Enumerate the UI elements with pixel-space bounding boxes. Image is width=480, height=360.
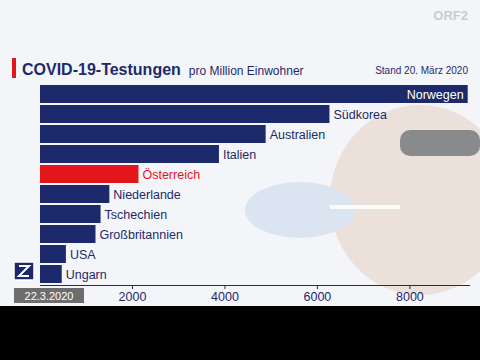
- x-tick-label: 4000: [211, 290, 239, 304]
- category-label: Tschechien: [105, 208, 168, 222]
- category-label: Österreich: [142, 168, 200, 182]
- date-stamp-box: [14, 288, 84, 303]
- category-label: Italien: [223, 148, 256, 162]
- bar: [40, 245, 66, 263]
- photo-face: [330, 105, 480, 295]
- x-tick-label: 2000: [119, 290, 147, 304]
- bar: [40, 125, 266, 143]
- category-label: USA: [70, 248, 96, 262]
- channel-logo: ORF2: [433, 8, 468, 23]
- title-accent: [12, 58, 16, 78]
- x-tick: [409, 285, 410, 289]
- bar: [40, 225, 95, 243]
- labels: Norwegen Südkorea Australien Italien Österre…: [66, 88, 464, 282]
- bars: [40, 85, 468, 283]
- bar: [40, 165, 138, 183]
- x-tick: [132, 285, 133, 289]
- show-logo: [14, 262, 34, 280]
- bar: [40, 105, 329, 123]
- photo-glasses: [400, 130, 480, 156]
- bar: [40, 205, 101, 223]
- category-label: Australien: [270, 128, 326, 142]
- category-label: Norwegen: [407, 88, 464, 102]
- photo: [245, 105, 480, 295]
- photo-glove: [245, 182, 355, 238]
- x-tick: [317, 285, 318, 289]
- chart-svg: COVID-19-Testungen pro Million Einwohner S…: [0, 0, 480, 360]
- x-axis: [40, 285, 470, 286]
- x-tick-label: 8000: [396, 290, 424, 304]
- category-label: Großbritannien: [99, 228, 182, 242]
- date-stamp: 22.3.2020: [25, 290, 74, 302]
- title: COVID-19-Testungen: [22, 61, 181, 78]
- category-label: Ungarn: [66, 268, 107, 282]
- show-logo-mark: [19, 266, 29, 276]
- category-label: Niederlande: [113, 188, 180, 202]
- bar: [40, 85, 468, 103]
- bar: [40, 185, 109, 203]
- date-note: Stand 20. März 2020: [375, 65, 468, 76]
- category-label: Südkorea: [333, 108, 387, 122]
- subtitle: pro Million Einwohner: [189, 64, 304, 78]
- photo-swab: [330, 205, 400, 209]
- x-tick-label: 6000: [304, 290, 332, 304]
- x-tick: [224, 285, 225, 289]
- bar: [40, 265, 62, 283]
- bar: [40, 145, 219, 163]
